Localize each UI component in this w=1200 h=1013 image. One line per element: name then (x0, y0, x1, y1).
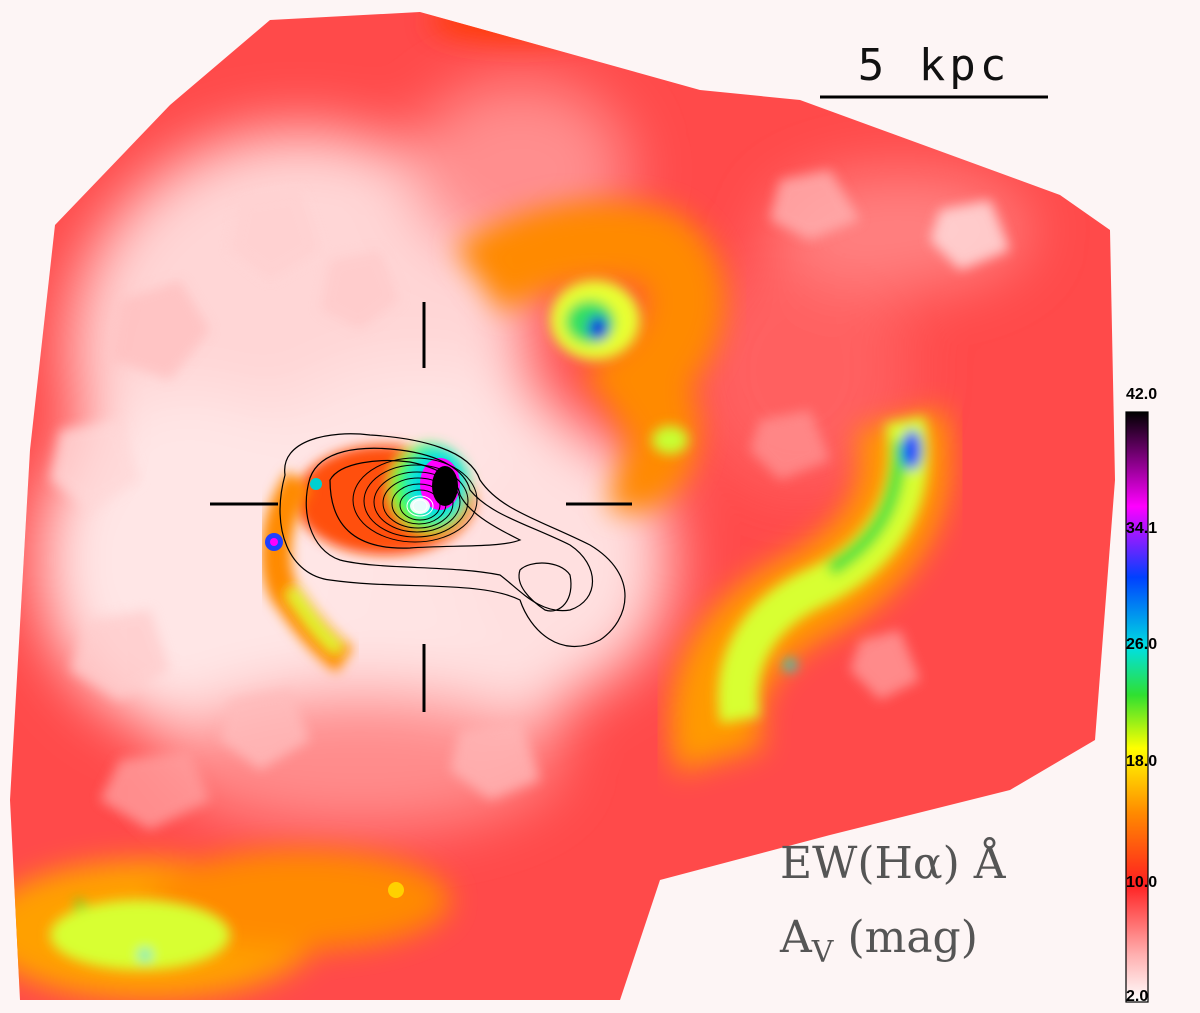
colorbar-tick-34: 34.1 (1126, 520, 1158, 537)
legend-av: AV (mag) (780, 912, 978, 970)
colorbar-tick-10: 10.0 (1126, 874, 1158, 891)
colorbar-tick-18: 18.0 (1126, 753, 1158, 770)
legend-av-main: A (780, 912, 812, 963)
legend-ew-halpha: EW(Hα) Å (780, 838, 1006, 889)
colorbar-tick-2: 2.0 (1126, 988, 1149, 1005)
scale-bar-label: 5 kpc (857, 40, 1011, 91)
colorbar-tick-42: 42.0 (1126, 386, 1158, 403)
legend-av-unit: (mag) (833, 912, 978, 963)
legend-av-subscript: V (811, 934, 834, 970)
contour-lines (279, 433, 626, 647)
colorbar (1125, 411, 1149, 1003)
colorbar-tick-26: 26.0 (1126, 636, 1158, 653)
contour-core (352, 457, 478, 543)
center-crosshair (210, 302, 632, 712)
